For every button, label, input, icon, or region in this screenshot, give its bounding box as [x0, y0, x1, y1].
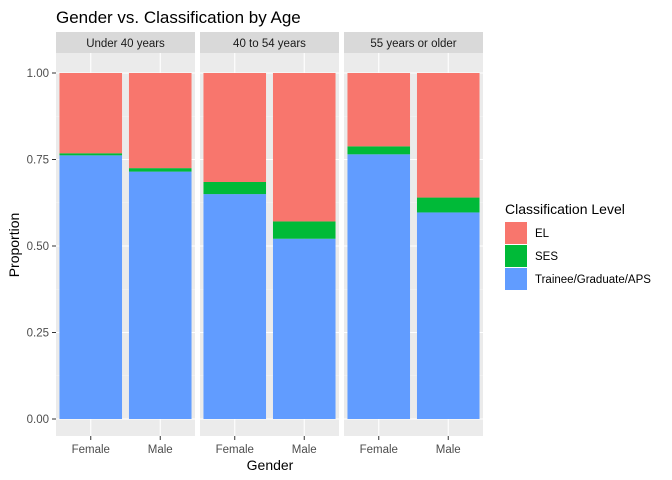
facet-panels: Under 40 years Female Male 40 to 54 years Fe…	[56, 32, 483, 456]
bar-segment-el	[128, 73, 192, 169]
legend: Classification Level EL SES Trainee/Gradua…	[505, 201, 651, 290]
chart-title: Gender vs. Classification by Age	[56, 8, 301, 27]
legend-label: SES	[535, 251, 558, 263]
y-tick-label: 1.00	[27, 68, 49, 80]
x-tick-label: Male	[148, 444, 173, 456]
bar-segment-ses	[59, 153, 123, 156]
bar-segment-trainee-graduate-aps	[128, 171, 192, 419]
y-axis-title: Proportion	[6, 213, 22, 278]
legend-item: EL	[505, 222, 550, 244]
y-tick-label: 0.50	[27, 241, 49, 253]
bar-segment-el	[203, 73, 267, 182]
x-tick-label: Male	[292, 444, 317, 456]
x-tick-label: Female	[360, 444, 398, 456]
legend-item: Trainee/Graduate/APS	[505, 268, 651, 290]
bar-segment-el	[272, 73, 336, 222]
legend-label: Trainee/Graduate/APS	[535, 274, 651, 286]
facet-panel: Under 40 years Female Male	[56, 32, 195, 456]
x-tick-label: Female	[72, 444, 110, 456]
x-tick-label: Male	[436, 444, 461, 456]
x-axis-title: Gender	[247, 457, 294, 473]
legend-key	[505, 245, 527, 267]
legend-item: SES	[505, 245, 558, 267]
facet-panel: 40 to 54 years Female Male	[200, 32, 339, 456]
y-axis: 0.00 0.25 0.50 0.75 1.00	[27, 68, 56, 426]
facet-strip-label: Under 40 years	[86, 38, 165, 50]
facet-strip	[200, 32, 339, 53]
bar-segment-el	[59, 73, 123, 154]
bar-segment-trainee-graduate-aps	[416, 212, 480, 419]
facet-strip-label: 40 to 54 years	[233, 38, 306, 50]
y-tick-label: 0.25	[27, 328, 49, 340]
y-tick-label: 0.75	[27, 155, 49, 167]
bar-segment-ses	[272, 221, 336, 239]
facet-strip	[344, 32, 483, 53]
bar-segment-el	[416, 73, 480, 198]
facet-panel: 55 years or older Female Male	[344, 32, 483, 456]
legend-title: Classification Level	[505, 201, 625, 217]
bar-segment-trainee-graduate-aps	[59, 155, 123, 419]
bar-segment-ses	[347, 146, 411, 155]
legend-key	[505, 222, 527, 244]
facet-strip-label: 55 years or older	[370, 38, 456, 50]
legend-label: EL	[535, 228, 550, 240]
bar-segment-ses	[128, 168, 192, 172]
bar-segment-ses	[203, 181, 267, 195]
x-tick-label: Female	[216, 444, 254, 456]
y-tick-label: 0.00	[27, 414, 49, 426]
facet-strip	[56, 32, 195, 53]
bar-segment-trainee-graduate-aps	[347, 154, 411, 419]
bar-segment-trainee-graduate-aps	[272, 238, 336, 419]
bar-segment-trainee-graduate-aps	[203, 194, 267, 419]
bar-segment-ses	[416, 197, 480, 213]
legend-key	[505, 268, 527, 290]
bar-segment-el	[347, 73, 411, 147]
